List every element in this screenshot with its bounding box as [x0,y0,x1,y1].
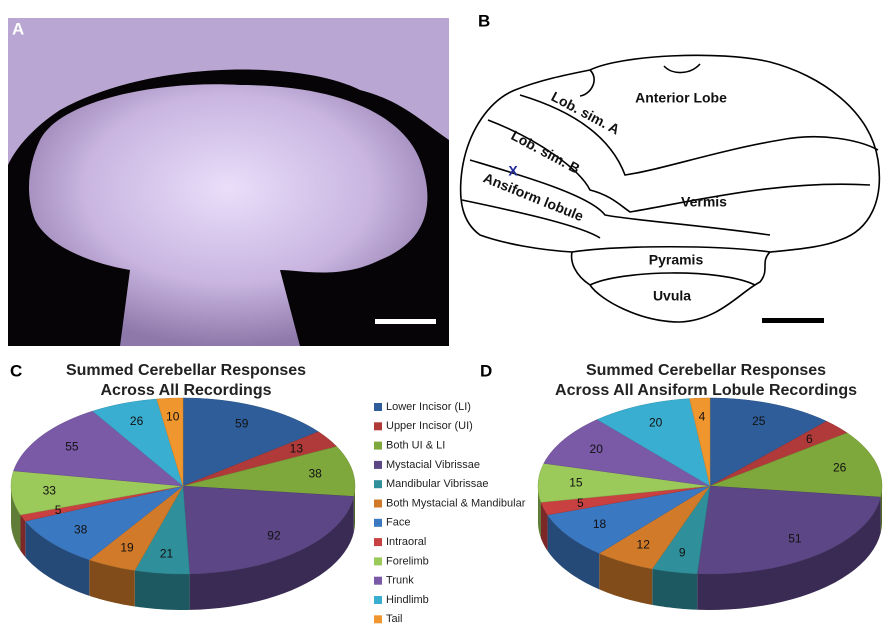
pie-side [540,502,548,551]
pie-side [697,497,881,610]
value-label: 12 [637,538,651,552]
legend-label: Hindlimb [386,594,429,606]
pie-slice [182,397,319,487]
pie-slice [689,397,711,487]
pie-slice [598,485,711,570]
pie-slice [182,446,356,497]
chart-title: Summed Cerebellar Responses [586,362,826,379]
pie-side [134,570,190,610]
pie-side [538,486,541,539]
value-label: 26 [833,460,847,474]
chart-title: Across All Recordings [100,382,271,399]
value-label: 4 [699,410,706,424]
legend-label: Lower Incisor (LI) [386,401,471,413]
value-label: 38 [74,523,88,537]
value-label: 51 [788,531,802,545]
legend-swatch [374,596,382,604]
pie-side [547,514,600,590]
value-label: 92 [267,529,281,543]
panel-label: C [10,361,22,380]
pie-slice [547,485,711,554]
pie-slice [709,397,828,487]
value-label: 6 [806,432,813,446]
value-label: 13 [290,441,304,455]
value-label: 25 [752,414,766,428]
legend-label: Intraoral [386,536,426,548]
pie-slice [24,485,184,561]
pie-slice [156,397,184,487]
chart-title: Summed Cerebellar Responses [66,362,306,379]
value-label: 18 [593,517,607,531]
photo [8,18,449,346]
legend-swatch [374,403,382,411]
pie-slice [696,485,881,575]
pie-slice [651,485,711,575]
pie-slice [182,485,355,575]
panel-label: B [478,11,490,30]
legend-label: Upper Incisor (UI) [386,420,473,432]
legend-swatch [374,518,382,527]
pie-side [89,559,135,607]
pie-side [20,514,26,558]
pie-slice [709,432,883,498]
pie-slice [10,470,184,516]
legend-label: Both UI & LI [386,440,445,452]
value-label: 20 [590,442,604,456]
panel-label: A [12,19,24,38]
chart-title: Across All Ansiform Lobule Recordings [555,382,857,399]
pie-slice [543,419,711,487]
diagram-label: Lob. sim. B [509,127,583,177]
legend-label: Tail [386,613,403,625]
value-label: 5 [55,503,62,517]
value-label: 19 [120,541,134,555]
legend-swatch [374,557,382,566]
value-label: 33 [43,484,57,498]
value-label: 20 [649,415,663,429]
legend-swatch [374,480,382,489]
value-label: 26 [130,414,144,428]
diagram-label: Pyramis [649,252,704,268]
legend-swatch [374,576,382,585]
value-label: 38 [308,466,322,480]
diagram-label: Uvula [653,288,691,304]
pie-slice [92,398,184,487]
pie-slice [134,485,190,575]
legend-label: Mystacial Vibrissae [386,459,480,471]
legend-swatch [374,538,382,547]
legend-label: Both Mystacial & Mandibular [386,497,526,509]
legend-label: Face [386,517,410,529]
value-label: 10 [166,410,180,424]
pie-slice [537,463,711,503]
legend-label: Mandibular Vibrissae [386,478,489,490]
panel-label: D [480,361,492,380]
pie-side [353,486,355,533]
pie-slice [88,485,184,571]
pie-side [25,521,90,596]
legend-label: Forelimb [386,555,429,567]
legend-label: Trunk [386,575,414,587]
value-label: 59 [235,416,249,430]
value-label: 5 [577,496,584,510]
diagram-label: Lob. sim. A [549,88,623,137]
value-label: 9 [679,545,686,559]
pie-side [189,496,354,610]
legend-swatch [374,499,382,508]
legend-swatch [374,615,382,624]
legend-swatch [374,460,382,469]
legend-swatch [374,422,382,431]
pie-side [880,486,882,534]
pie-side [11,486,21,551]
value-label: 55 [65,440,79,454]
pie-side [652,568,698,610]
pie-slice [596,398,711,487]
value-label: 21 [160,546,174,560]
diagram-label: Anterior Lobe [635,90,727,106]
value-label: 15 [569,476,583,490]
cerebellum-diagram [459,54,881,323]
legend-swatch [374,441,382,450]
pie-slice [13,410,184,487]
diagram-label: Vermis [681,194,727,210]
site-marker: X [508,163,518,179]
